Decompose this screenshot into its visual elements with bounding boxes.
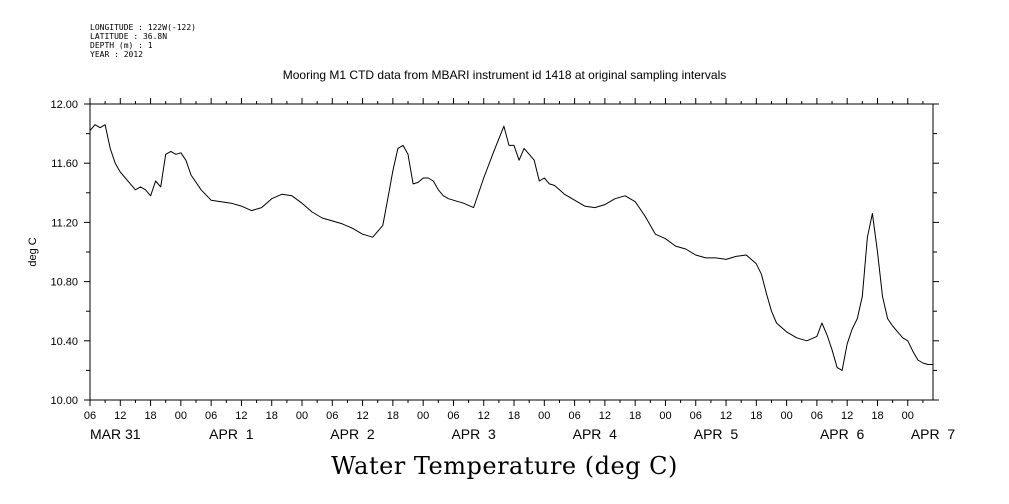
longitude-label: LONGITUDE : 122W(-122)	[90, 23, 196, 32]
latitude-label: LATITUDE : 36.8N	[90, 32, 168, 41]
x-date-label: APR 4	[573, 426, 618, 442]
chart-title: Mooring M1 CTD data from MBARI instrumen…	[282, 68, 727, 82]
x-hour-label: 00	[175, 410, 187, 422]
x-hour-label: 06	[568, 410, 580, 422]
y-tick-label: 12.00	[50, 99, 78, 111]
x-hour-label: 12	[841, 410, 853, 422]
y-tick-label: 10.40	[50, 336, 78, 348]
x-date-label: APR 5	[694, 426, 739, 442]
y-tick-label: 10.80	[50, 277, 78, 289]
x-hour-label: 18	[266, 410, 278, 422]
x-hour-label: 12	[478, 410, 490, 422]
x-hour-label: 00	[902, 410, 914, 422]
x-hour-label: 06	[690, 410, 702, 422]
x-hour-label: 06	[84, 410, 96, 422]
x-hour-label: 00	[780, 410, 792, 422]
x-hour-label: 06	[326, 410, 338, 422]
x-hour-label: 06	[205, 410, 217, 422]
x-hour-label: 12	[235, 410, 247, 422]
metadata-block: LONGITUDE : 122W(-122) LATITUDE : 36.8N …	[90, 23, 196, 59]
x-hour-label: 00	[296, 410, 308, 422]
series-group	[89, 124, 933, 371]
x-hour-label: 00	[538, 410, 550, 422]
x-date-label: APR 3	[451, 426, 496, 442]
x-date-label: APR 1	[209, 426, 254, 442]
y-axis-label: deg C	[27, 237, 39, 266]
plot-frame	[89, 103, 934, 401]
y-tick-label: 10.00	[50, 395, 78, 407]
y-tick-label: 11.20	[51, 217, 78, 229]
x-hour-label: 18	[871, 410, 883, 422]
x-hour-label: 06	[447, 410, 459, 422]
x-date-label: MAR 31	[90, 426, 141, 442]
x-hour-label: 12	[599, 410, 611, 422]
x-date-label: APR 7	[911, 426, 956, 442]
x-hour-label: 12	[114, 410, 126, 422]
x-hour-label: 18	[508, 410, 520, 422]
x-hour-label: 12	[720, 410, 732, 422]
x-hour-label: 18	[750, 410, 762, 422]
x-date-label: APR 6	[820, 426, 865, 442]
x-hour-label: 00	[659, 410, 671, 422]
x-date-label: APR 2	[330, 426, 375, 442]
y-tick-label: 11.60	[51, 158, 78, 170]
y-axis-ticks: 10.00 10.40 10.80 11.20 11.60 12.00	[50, 99, 939, 407]
year-label: YEAR : 2012	[90, 50, 143, 59]
series-line	[89, 124, 933, 371]
x-axis-ticks: 06 12 18 00 06 12 18 00 06 12 18 00 06 12 18 00 06 12 18 00…	[84, 98, 956, 442]
x-axis-title: Water Temperature (deg C)	[331, 452, 678, 480]
x-hour-label: 18	[144, 410, 156, 422]
x-hour-label: 12	[356, 410, 368, 422]
x-hour-label: 06	[811, 410, 823, 422]
x-hour-label: 18	[629, 410, 641, 422]
x-hour-label: 18	[387, 410, 399, 422]
depth-label: DEPTH (m) : 1	[90, 41, 153, 50]
x-hour-label: 00	[417, 410, 429, 422]
